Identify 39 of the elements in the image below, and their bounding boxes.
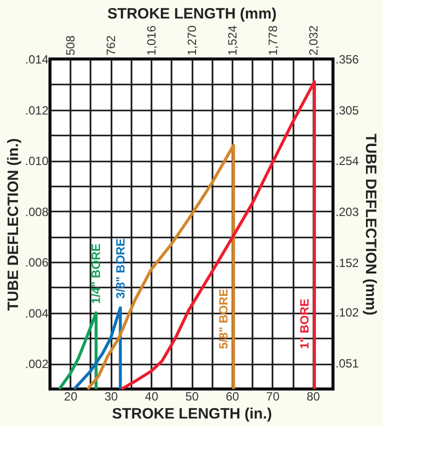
line-series (72, 306, 122, 390)
text: 1" BORE (297, 298, 312, 349)
y-tick-label: .004 (25, 306, 49, 320)
text: 5/8" BORE (216, 288, 231, 349)
x2-tick-label: 762 (104, 35, 118, 56)
y-axis-title: TUBE DEFLECTION (in.) (5, 138, 22, 311)
y2-tick-label: .051 (336, 356, 360, 371)
y2-tick-label: .305 (336, 103, 360, 118)
y-tick-label: .002 (25, 357, 49, 372)
x2-axis-title: STROKE LENGTH (mm) (107, 5, 277, 22)
line-series (58, 311, 98, 390)
y2-tick-label: .102 (336, 306, 360, 320)
x2-tick-label: 508 (64, 35, 78, 56)
x-axis-title: STROKE LENGTH (in.) (112, 406, 272, 422)
text: 3/8" BORE (113, 238, 128, 299)
x-tick-label: 60 (226, 390, 240, 404)
y-tick-label: .006 (25, 256, 49, 270)
line-series (86, 144, 236, 390)
y2-tick-label: .152 (336, 256, 360, 270)
y-tick-label: .010 (25, 154, 49, 168)
x2-tick-label: 1,778 (266, 25, 280, 56)
x-tick-label: 70 (266, 390, 280, 404)
x2-tick-label: 1,016 (144, 25, 159, 56)
text: 1/4" BORE (89, 243, 104, 304)
x-tick-label: 30 (104, 390, 118, 404)
x-tick-label: 80 (306, 390, 320, 404)
x-tick-label: 50 (185, 390, 199, 404)
x2-tick-label: 1,270 (185, 25, 199, 56)
y-tick-label: .014 (25, 52, 49, 66)
x2-tick-label: 1,524 (225, 25, 240, 56)
x2-tick-label: 2,032 (306, 25, 320, 56)
y-tick-label: .012 (25, 103, 49, 118)
y2-axis-title: TUBE DEFLECTION (mm) (362, 134, 379, 316)
x-tick-label: 20 (64, 390, 78, 404)
y2-tick-label: .203 (336, 205, 360, 220)
x-tick-label: 40 (144, 390, 159, 404)
y-tick-label: .008 (25, 204, 49, 219)
y2-tick-label: .254 (336, 154, 360, 168)
y2-tick-label: .356 (336, 52, 360, 66)
